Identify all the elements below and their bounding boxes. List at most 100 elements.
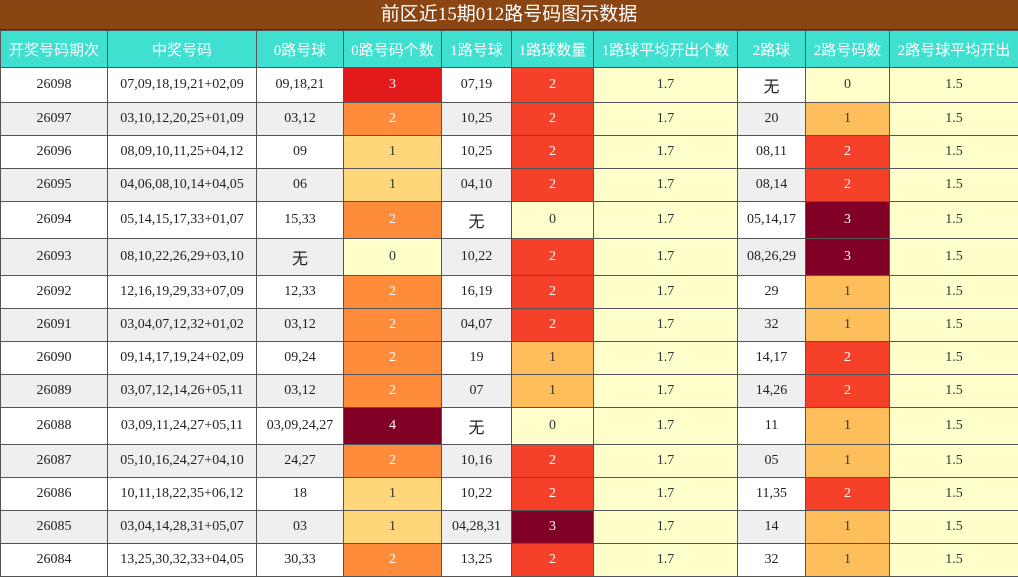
route0-balls-cell: 09: [256, 135, 344, 169]
winning-numbers-cell: 03,04,14,28,31+05,07: [107, 510, 257, 544]
table-row[interactable]: 26094 05,14,15,17,33+01,07 15,33 2 无 0 1.7 05,1…: [0, 201, 1018, 239]
route0-balls-cell: 18: [256, 477, 344, 511]
period-cell: 26093: [0, 238, 108, 276]
route0-count-cell: 4: [343, 407, 442, 445]
route2-count-cell: 1: [805, 444, 890, 478]
route2-avg-cell: 1.5: [889, 275, 1018, 309]
period-cell: 26094: [0, 201, 108, 239]
period-cell: 26096: [0, 135, 108, 169]
route1-avg-cell: 1.7: [593, 374, 738, 408]
route0-count-cell: 3: [343, 67, 442, 103]
table-row[interactable]: 26086 10,11,18,22,35+06,12 18 1 10,22 2 1.7 11,…: [0, 477, 1018, 511]
header-route2-avg[interactable]: 2路号球平均开出: [889, 30, 1018, 68]
route1-count-cell: 2: [511, 67, 594, 103]
period-cell: 26097: [0, 102, 108, 136]
route1-avg-cell: 1.7: [593, 407, 738, 445]
route2-balls-cell: 无: [737, 67, 806, 103]
period-cell: 26086: [0, 477, 108, 511]
table-row[interactable]: 26097 03,10,12,20,25+01,09 03,12 2 10,25 2 1.7…: [0, 102, 1018, 136]
header-route2-balls[interactable]: 2路球: [737, 30, 806, 68]
period-cell: 26087: [0, 444, 108, 478]
route0-balls-cell: 03: [256, 510, 344, 544]
route0-count-cell: 1: [343, 510, 442, 544]
header-route0-count[interactable]: 0路号码个数: [343, 30, 442, 68]
period-cell: 26084: [0, 543, 108, 577]
route1-avg-cell: 1.7: [593, 135, 738, 169]
header-route1-avg[interactable]: 1路球平均开出个数: [593, 30, 738, 68]
header-route1-count[interactable]: 1路球数量: [511, 30, 594, 68]
route2-balls-cell: 14: [737, 510, 806, 544]
route2-avg-cell: 1.5: [889, 374, 1018, 408]
winning-numbers-cell: 05,14,15,17,33+01,07: [107, 201, 257, 239]
route1-count-cell: 2: [511, 102, 594, 136]
route2-balls-cell: 14,17: [737, 341, 806, 375]
route2-balls-cell: 08,26,29: [737, 238, 806, 276]
route1-avg-cell: 1.7: [593, 275, 738, 309]
table-row[interactable]: 26090 09,14,17,19,24+02,09 09,24 2 19 1 1.7 14,…: [0, 341, 1018, 375]
route1-avg-cell: 1.7: [593, 341, 738, 375]
route1-count-cell: 0: [511, 201, 594, 239]
route1-count-cell: 2: [511, 477, 594, 511]
route1-avg-cell: 1.7: [593, 102, 738, 136]
route1-balls-cell: 04,07: [441, 308, 512, 342]
table-row[interactable]: 26098 07,09,18,19,21+02,09 09,18,21 3 07,19 2…: [0, 67, 1018, 103]
route2-count-cell: 1: [805, 510, 890, 544]
winning-numbers-cell: 03,09,11,24,27+05,11: [107, 407, 257, 445]
route2-balls-cell: 08,14: [737, 168, 806, 202]
winning-numbers-cell: 08,10,22,26,29+03,10: [107, 238, 257, 276]
header-numbers[interactable]: 中奖号码: [107, 30, 257, 68]
winning-numbers-cell: 05,10,16,24,27+04,10: [107, 444, 257, 478]
winning-numbers-cell: 12,16,19,29,33+07,09: [107, 275, 257, 309]
route0-count-cell: 2: [343, 444, 442, 478]
route0-count-cell: 2: [343, 201, 442, 239]
header-route0-balls[interactable]: 0路号球: [256, 30, 344, 68]
route1-balls-cell: 07: [441, 374, 512, 408]
header-route1-balls[interactable]: 1路号球: [441, 30, 512, 68]
route2-avg-cell: 1.5: [889, 168, 1018, 202]
header-route2-count[interactable]: 2路号码数: [805, 30, 890, 68]
route1-count-cell: 2: [511, 275, 594, 309]
route1-count-cell: 0: [511, 407, 594, 445]
route1-balls-cell: 10,25: [441, 102, 512, 136]
page-title: 前区近15期012路号码图示数据: [0, 0, 1018, 30]
route2-balls-cell: 32: [737, 308, 806, 342]
route1-count-cell: 2: [511, 168, 594, 202]
route1-balls-cell: 16,19: [441, 275, 512, 309]
route1-balls-cell: 无: [441, 201, 512, 239]
table-row[interactable]: 26092 12,16,19,29,33+07,09 12,33 2 16,19 2 1.7…: [0, 275, 1018, 309]
table-row[interactable]: 26096 08,09,10,11,25+04,12 09 1 10,25 2 1.7 08,…: [0, 135, 1018, 169]
route2-balls-cell: 11: [737, 407, 806, 445]
table-row[interactable]: 26093 08,10,22,26,29+03,10 无 0 10,22 2 1.7 08,2…: [0, 238, 1018, 276]
table-row[interactable]: 26085 03,04,14,28,31+05,07 03 1 04,28,31 3 1.7…: [0, 510, 1018, 544]
winning-numbers-cell: 13,25,30,32,33+04,05: [107, 543, 257, 577]
route0-count-cell: 2: [343, 341, 442, 375]
table-row[interactable]: 26087 05,10,16,24,27+04,10 24,27 2 10,16 2 1.7…: [0, 444, 1018, 478]
route0-count-cell: 2: [343, 275, 442, 309]
route1-balls-cell: 13,25: [441, 543, 512, 577]
table-row[interactable]: 26084 13,25,30,32,33+04,05 30,33 2 13,25 2 1.7…: [0, 543, 1018, 577]
winning-numbers-cell: 03,07,12,14,26+05,11: [107, 374, 257, 408]
route1-count-cell: 2: [511, 444, 594, 478]
route0-balls-cell: 24,27: [256, 444, 344, 478]
route2-balls-cell: 32: [737, 543, 806, 577]
route1-count-cell: 2: [511, 238, 594, 276]
period-cell: 26092: [0, 275, 108, 309]
table-row[interactable]: 26095 04,06,08,10,14+04,05 06 1 04,10 2 1.7 08,…: [0, 168, 1018, 202]
route0-count-cell: 2: [343, 308, 442, 342]
route2-count-cell: 2: [805, 135, 890, 169]
route2-avg-cell: 1.5: [889, 510, 1018, 544]
header-period[interactable]: 开奖号码期次: [0, 30, 108, 68]
route1-avg-cell: 1.7: [593, 238, 738, 276]
route0-count-cell: 1: [343, 135, 442, 169]
route2-count-cell: 1: [805, 407, 890, 445]
route0-balls-cell: 03,12: [256, 102, 344, 136]
table-row[interactable]: 26089 03,07,12,14,26+05,11 03,12 2 07 1 1.7 14,…: [0, 374, 1018, 408]
route0-balls-cell: 09,24: [256, 341, 344, 375]
period-cell: 26089: [0, 374, 108, 408]
route2-balls-cell: 05,14,17: [737, 201, 806, 239]
route2-balls-cell: 14,26: [737, 374, 806, 408]
table-row[interactable]: 26088 03,09,11,24,27+05,11 03,09,24,27 4 无 0 1…: [0, 407, 1018, 445]
route2-avg-cell: 1.5: [889, 407, 1018, 445]
winning-numbers-cell: 03,04,07,12,32+01,02: [107, 308, 257, 342]
table-row[interactable]: 26091 03,04,07,12,32+01,02 03,12 2 04,07 2 1.7…: [0, 308, 1018, 342]
